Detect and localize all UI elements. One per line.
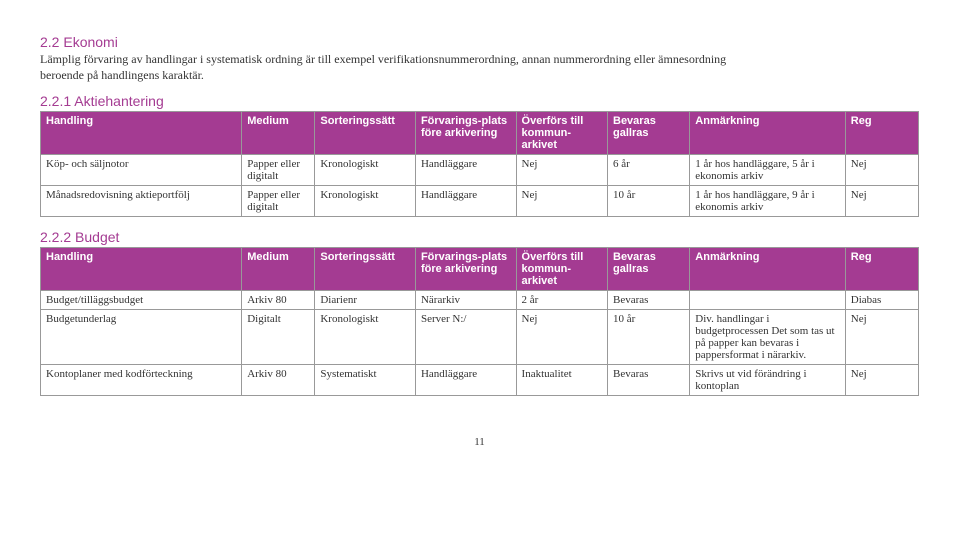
table-cell: Handläggare	[415, 365, 516, 396]
table-row: BudgetunderlagDigitaltKronologisktServer…	[41, 310, 919, 365]
subsection-heading: 2.2.1 Aktiehantering	[40, 93, 919, 109]
column-header: Förvarings-plats före arkivering	[415, 248, 516, 291]
column-header: Reg	[845, 248, 918, 291]
column-header: Förvarings-plats före arkivering	[415, 112, 516, 155]
column-header: Bevaras gallras	[608, 248, 690, 291]
table-cell: Månadsredovisning aktieportfölj	[41, 186, 242, 217]
table-row: Budget/tilläggsbudgetArkiv 80DiarienrNär…	[41, 291, 919, 310]
table-cell: Nej	[845, 365, 918, 396]
column-header: Sorteringssätt	[315, 112, 416, 155]
table-cell: Nej	[845, 155, 918, 186]
column-header: Bevaras gallras	[608, 112, 690, 155]
column-header: Anmärkning	[690, 248, 845, 291]
table-cell: 6 år	[608, 155, 690, 186]
table-cell: Kronologiskt	[315, 155, 416, 186]
table-cell: Kronologiskt	[315, 186, 416, 217]
table-cell: Nej	[516, 186, 607, 217]
table-cell: Närarkiv	[415, 291, 516, 310]
table-cell	[690, 291, 845, 310]
data-table: HandlingMediumSorteringssättFörvarings-p…	[40, 111, 919, 217]
table-cell: Arkiv 80	[242, 291, 315, 310]
column-header: Överförs till kommun-arkivet	[516, 248, 607, 291]
column-header: Medium	[242, 112, 315, 155]
table-cell: Handläggare	[415, 186, 516, 217]
table-cell: Arkiv 80	[242, 365, 315, 396]
column-header: Anmärkning	[690, 112, 845, 155]
table-cell: 1 år hos handläggare, 5 år i ekonomis ar…	[690, 155, 845, 186]
table-cell: 2 år	[516, 291, 607, 310]
data-table: HandlingMediumSorteringssättFörvarings-p…	[40, 247, 919, 396]
table-cell: 10 år	[608, 186, 690, 217]
page-number: 11	[40, 436, 919, 448]
table-cell: Systematiskt	[315, 365, 416, 396]
subsection-heading: 2.2.2 Budget	[40, 229, 919, 245]
column-header: Sorteringssätt	[315, 248, 416, 291]
table-cell: Papper eller digitalt	[242, 186, 315, 217]
table-cell: Budget/tilläggsbudget	[41, 291, 242, 310]
table-cell: Bevaras	[608, 365, 690, 396]
column-header: Medium	[242, 248, 315, 291]
column-header: Handling	[41, 112, 242, 155]
table-cell: Kronologiskt	[315, 310, 416, 365]
section-heading: 2.2 Ekonomi	[40, 34, 919, 50]
table-cell: Nej	[516, 155, 607, 186]
column-header: Handling	[41, 248, 242, 291]
table-cell: Digitalt	[242, 310, 315, 365]
table-cell: Div. handlingar i budgetprocessen Det so…	[690, 310, 845, 365]
column-header: Reg	[845, 112, 918, 155]
table-cell: Handläggare	[415, 155, 516, 186]
table-cell: 1 år hos handläggare, 9 år i ekonomis ar…	[690, 186, 845, 217]
table-cell: Papper eller digitalt	[242, 155, 315, 186]
table-cell: Server N:/	[415, 310, 516, 365]
tables-container: 2.2.1 AktiehanteringHandlingMediumSorter…	[40, 93, 919, 396]
table-cell: Nej	[516, 310, 607, 365]
table-row: Köp- och säljnotorPapper eller digitaltK…	[41, 155, 919, 186]
table-cell: Bevaras	[608, 291, 690, 310]
table-cell: Budgetunderlag	[41, 310, 242, 365]
table-cell: Nej	[845, 310, 918, 365]
table-cell: Diarienr	[315, 291, 416, 310]
table-cell: Diabas	[845, 291, 918, 310]
table-cell: Köp- och säljnotor	[41, 155, 242, 186]
table-cell: Kontoplaner med kodförteckning	[41, 365, 242, 396]
table-cell: Inaktualitet	[516, 365, 607, 396]
table-cell: Skrivs ut vid förändring i kontoplan	[690, 365, 845, 396]
table-cell: 10 år	[608, 310, 690, 365]
section-intro: Lämplig förvaring av handlingar i system…	[40, 52, 740, 83]
table-row: Kontoplaner med kodförteckningArkiv 80Sy…	[41, 365, 919, 396]
table-cell: Nej	[845, 186, 918, 217]
column-header: Överförs till kommun-arkivet	[516, 112, 607, 155]
table-row: Månadsredovisning aktieportföljPapper el…	[41, 186, 919, 217]
